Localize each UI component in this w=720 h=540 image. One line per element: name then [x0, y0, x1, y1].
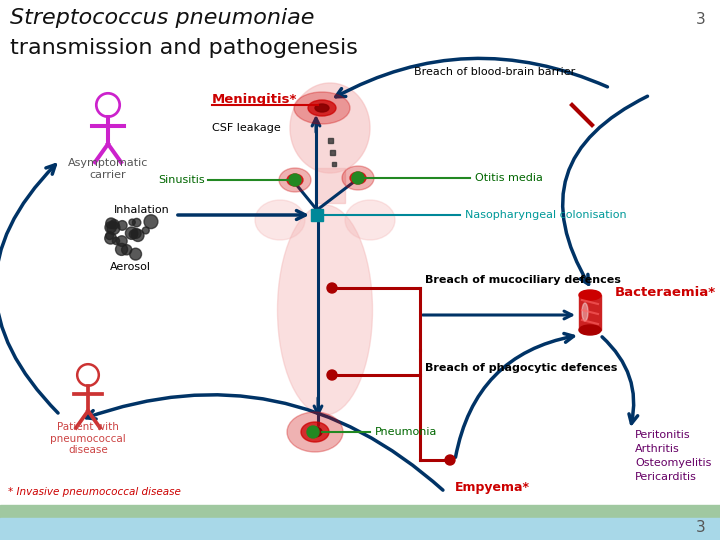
Ellipse shape [294, 92, 350, 124]
Text: Peritonitis
Arthritis
Osteomyelitis
Pericarditis: Peritonitis Arthritis Osteomyelitis Peri… [635, 430, 711, 482]
Ellipse shape [354, 175, 362, 181]
Text: Meningitis*: Meningitis* [212, 93, 297, 106]
Circle shape [115, 244, 127, 255]
Text: Streptococcus pneumoniae: Streptococcus pneumoniae [10, 8, 315, 28]
Circle shape [117, 221, 127, 230]
Text: Breach of blood-brain barrier: Breach of blood-brain barrier [414, 67, 575, 77]
Circle shape [104, 233, 117, 244]
Text: Inhalation: Inhalation [114, 205, 170, 215]
Ellipse shape [308, 427, 322, 437]
Ellipse shape [582, 303, 588, 321]
Bar [579, 295, 601, 330]
Circle shape [352, 172, 364, 184]
Ellipse shape [301, 422, 329, 442]
Text: Patient with
pneumococcal
disease: Patient with pneumococcal disease [50, 422, 126, 455]
Circle shape [122, 245, 132, 255]
Text: Aerosol: Aerosol [109, 262, 150, 272]
Text: Asymptomatic
carrier: Asymptomatic carrier [68, 158, 148, 180]
Circle shape [106, 218, 117, 228]
Text: 3: 3 [696, 521, 706, 536]
Text: Sinusitis: Sinusitis [158, 175, 205, 185]
Circle shape [106, 232, 114, 240]
Circle shape [143, 227, 149, 234]
Circle shape [109, 220, 119, 229]
Bar [311, 209, 323, 221]
Text: Otitis media: Otitis media [475, 173, 543, 183]
Bar [328, 138, 333, 143]
Ellipse shape [291, 177, 299, 183]
Text: Nasopharyngeal colonisation: Nasopharyngeal colonisation [465, 210, 626, 220]
Circle shape [144, 215, 158, 228]
Text: Breach of phagocytic defences: Breach of phagocytic defences [425, 363, 617, 373]
Ellipse shape [279, 168, 311, 192]
Bar [0, 518, 720, 540]
Circle shape [445, 455, 455, 465]
Bar [315, 168, 345, 203]
Circle shape [289, 174, 301, 186]
Circle shape [105, 222, 117, 233]
Circle shape [107, 221, 120, 234]
Circle shape [131, 228, 141, 238]
Ellipse shape [277, 205, 372, 415]
Text: Empyema*: Empyema* [455, 482, 530, 495]
Circle shape [125, 227, 138, 239]
Circle shape [132, 218, 141, 227]
Text: Bacteraemia*: Bacteraemia* [615, 287, 716, 300]
Ellipse shape [308, 100, 336, 116]
Ellipse shape [579, 290, 601, 300]
Circle shape [130, 248, 142, 260]
Text: CSF leakage: CSF leakage [212, 123, 281, 133]
Text: transmission and pathogenesis: transmission and pathogenesis [10, 38, 358, 58]
Circle shape [112, 237, 120, 245]
Circle shape [327, 370, 337, 380]
Circle shape [327, 283, 337, 293]
Text: Breach of mucociliary defences: Breach of mucociliary defences [425, 275, 621, 285]
Circle shape [129, 219, 135, 225]
Ellipse shape [315, 104, 329, 112]
Ellipse shape [342, 166, 374, 190]
Circle shape [132, 230, 144, 241]
Ellipse shape [345, 200, 395, 240]
Bar [0, 505, 720, 518]
Circle shape [130, 230, 138, 239]
Bar [330, 150, 335, 154]
Circle shape [117, 236, 127, 246]
Circle shape [307, 426, 319, 438]
Text: Pneumonia: Pneumonia [375, 427, 437, 437]
Ellipse shape [350, 172, 366, 184]
Ellipse shape [290, 83, 370, 173]
Ellipse shape [287, 412, 343, 452]
Bar [332, 162, 336, 166]
Text: 3: 3 [696, 12, 706, 27]
Text: * Invasive pneumococcal disease: * Invasive pneumococcal disease [8, 487, 181, 497]
Ellipse shape [579, 325, 601, 335]
Ellipse shape [255, 200, 305, 240]
Ellipse shape [287, 174, 303, 186]
